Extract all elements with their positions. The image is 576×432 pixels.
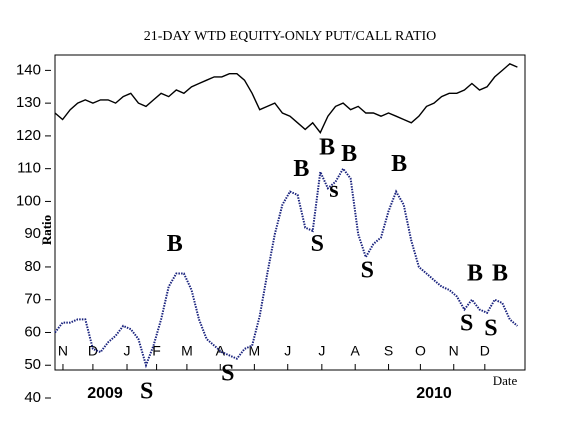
x-tick-label: O xyxy=(415,343,426,359)
y-tick-label: 40 xyxy=(24,389,41,406)
y-axis-label: Ratio xyxy=(39,215,54,245)
x-tick-label: S xyxy=(384,343,393,359)
y-tick-label: 120 xyxy=(16,127,41,144)
signal-annotation: s xyxy=(329,177,338,203)
y-tick-label: 80 xyxy=(24,258,41,275)
signal-annotation: S xyxy=(140,379,153,405)
x-axis-label: Date xyxy=(493,373,518,388)
year-label: 2010 xyxy=(416,385,452,402)
signal-annotation: S xyxy=(311,231,324,257)
series-line xyxy=(54,62,518,134)
year-label: 2009 xyxy=(87,385,123,402)
x-tick-label: N xyxy=(449,343,459,359)
signal-annotation: B xyxy=(492,261,508,287)
x-tick-label: M xyxy=(181,343,193,359)
x-tick-label: A xyxy=(351,343,361,359)
signal-annotation: S xyxy=(221,361,234,387)
y-tick-label: 70 xyxy=(24,291,41,308)
signal-annotation: B xyxy=(467,261,483,287)
signal-annotation: B xyxy=(391,151,407,177)
plot-frame xyxy=(54,54,526,371)
x-tick-label: D xyxy=(480,343,490,359)
y-tick-label: 140 xyxy=(16,61,41,78)
y-tick-label: 100 xyxy=(16,192,41,209)
signal-annotation: S xyxy=(484,316,497,342)
signal-annotation: B xyxy=(341,141,357,167)
x-tick-label: N xyxy=(58,343,68,359)
x-tick-label: F xyxy=(152,343,161,359)
signal-annotation: B xyxy=(293,156,309,182)
x-tick-label: J xyxy=(318,343,325,359)
signal-annotation: S xyxy=(361,258,374,284)
y-tick-label: 60 xyxy=(24,323,41,340)
signal-annotation: S xyxy=(460,310,473,336)
x-tick-label: M xyxy=(249,343,261,359)
y-tick-label: 90 xyxy=(24,225,41,242)
series-line xyxy=(54,166,519,369)
signal-annotation: B xyxy=(167,231,183,257)
y-tick-label: 130 xyxy=(16,94,41,111)
x-tick-label: J xyxy=(284,343,291,359)
y-tick-label: 50 xyxy=(24,356,41,373)
x-tick-label: J xyxy=(124,343,131,359)
x-tick-label: D xyxy=(88,343,98,359)
chart-title: 21-DAY WTD EQUITY-ONLY PUT/CALL RATIO xyxy=(144,29,437,44)
y-tick-label: 110 xyxy=(17,160,41,177)
signal-annotation: B xyxy=(319,135,335,161)
